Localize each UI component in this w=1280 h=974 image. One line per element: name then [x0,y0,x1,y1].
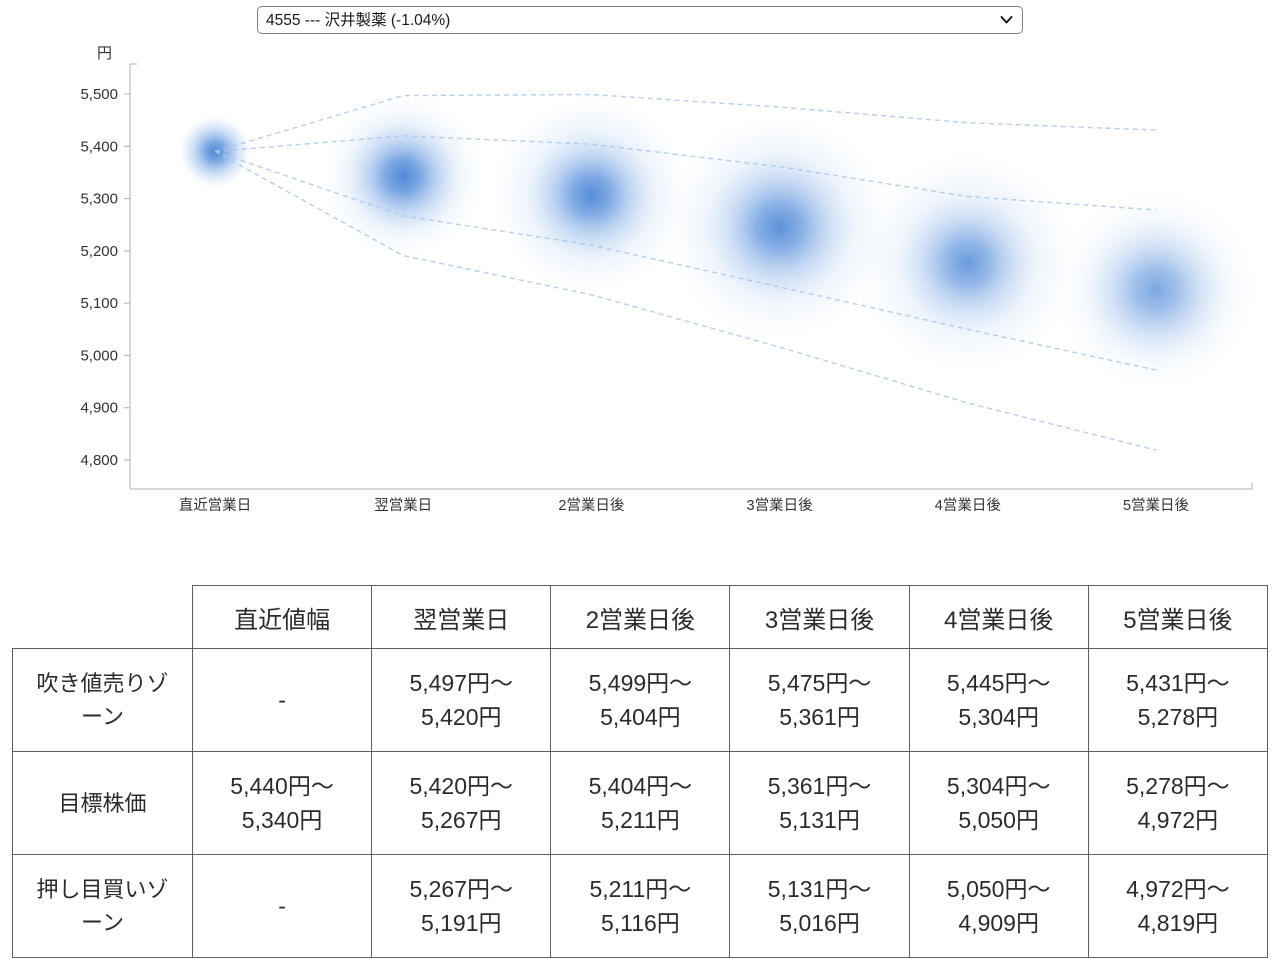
table-cell: 5,050円〜 4,909円 [908,854,1089,958]
table-cell: 5,278円〜 4,972円 [1087,751,1269,855]
corner-cell [12,585,193,649]
stock-selector-wrap: 4555 --- 沢井製薬 (-1.04%) [257,6,1023,34]
x-tick-label: 翌営業日 [374,497,432,514]
y-tick-label: 5,000 [80,347,118,364]
y-axis-unit-label: 円 [97,45,112,62]
column-header: 4営業日後 [908,585,1089,649]
table-cell: - [191,854,373,958]
fan-line-target-upper [214,135,1157,211]
x-tick-label: 5営業日後 [1123,497,1190,514]
table-cell: 5,404円〜 5,211円 [550,751,731,855]
table-cell: 5,475円〜 5,361円 [729,648,910,752]
forecast-chart-canvas: 円 5,500 5,400 5,300 5,200 5,100 5,000 4,900 4,80… [80,45,1256,514]
row-label: 目標株価 [12,751,193,855]
table-cell: 5,211円〜 5,116円 [550,854,731,958]
x-tick-label: 直近営業日 [179,497,252,514]
table-header-row: 直近値幅 翌営業日 2営業日後 3営業日後 4営業日後 5営業日後 [12,585,1269,649]
y-tick-label: 5,400 [80,138,118,155]
table-cell: 5,440円〜 5,340円 [191,751,373,855]
table-cell: 5,304円〜 5,050円 [908,751,1089,855]
table-row: 吹き値売りゾーン - 5,497円〜 5,420円 5,499円〜 5,404円… [12,648,1269,752]
y-tick-label: 5,100 [80,295,118,312]
forecast-bubble-core [525,128,658,261]
table-cell: 5,445円〜 5,304円 [908,648,1089,752]
table-cell: 5,267円〜 5,191円 [371,854,552,958]
table-row: 押し目買いゾーン - 5,267円〜 5,191円 5,211円〜 5,116円… [12,854,1269,958]
table-cell: 5,497円〜 5,420円 [371,648,552,752]
x-tick-label: 4営業日後 [935,497,1002,514]
table-cell: 4,972円〜 4,819円 [1087,854,1269,958]
y-tick-label: 5,500 [80,86,118,103]
y-tick-label: 4,900 [80,400,118,417]
x-tick-label: 2営業日後 [558,497,625,514]
y-tick-label: 5,200 [80,243,118,260]
fan-line-sell-zone-upper [214,93,1157,153]
table-cell: 5,361円〜 5,131円 [729,751,910,855]
column-header: 5営業日後 [1087,585,1269,649]
y-tick-label: 4,800 [80,452,118,469]
fan-line-buy-zone-lower [214,150,1157,451]
column-header: 2営業日後 [550,585,731,649]
table-cell: 5,499円〜 5,404円 [550,648,731,752]
forecast-chart: 円 5,500 5,400 5,300 5,200 5,100 5,000 4,900 4,80… [0,34,1280,579]
x-tick-label: 3営業日後 [747,497,814,514]
table-cell: - [191,648,373,752]
table-row: 目標株価 5,440円〜 5,340円 5,420円〜 5,267円 5,404… [12,751,1269,855]
forecast-bubble-core [345,118,462,235]
column-header: 翌営業日 [371,585,552,649]
table-cell: 5,131円〜 5,016円 [729,854,910,958]
stock-selector[interactable]: 4555 --- 沢井製薬 (-1.04%) [257,6,1023,34]
forecast-bubble-core [1082,216,1230,365]
row-label: 吹き値売りゾーン [12,648,193,752]
top-bar: 4555 --- 沢井製薬 (-1.04%) [0,0,1280,34]
forecast-table: 直近値幅 翌営業日 2営業日後 3営業日後 4営業日後 5営業日後 吹き値売りゾ… [12,585,1269,958]
table-cell: 5,420円〜 5,267円 [371,751,552,855]
row-label: 押し目買いゾーン [12,854,193,958]
table-cell: 5,431円〜 5,278円 [1087,648,1269,752]
forecast-bubble-core [895,190,1040,335]
column-header: 3営業日後 [729,585,910,649]
y-tick-label: 5,300 [80,191,118,208]
column-header: 直近値幅 [191,585,373,649]
forecast-bubble-core [703,150,856,303]
fan-line-target-lower [214,150,1157,371]
